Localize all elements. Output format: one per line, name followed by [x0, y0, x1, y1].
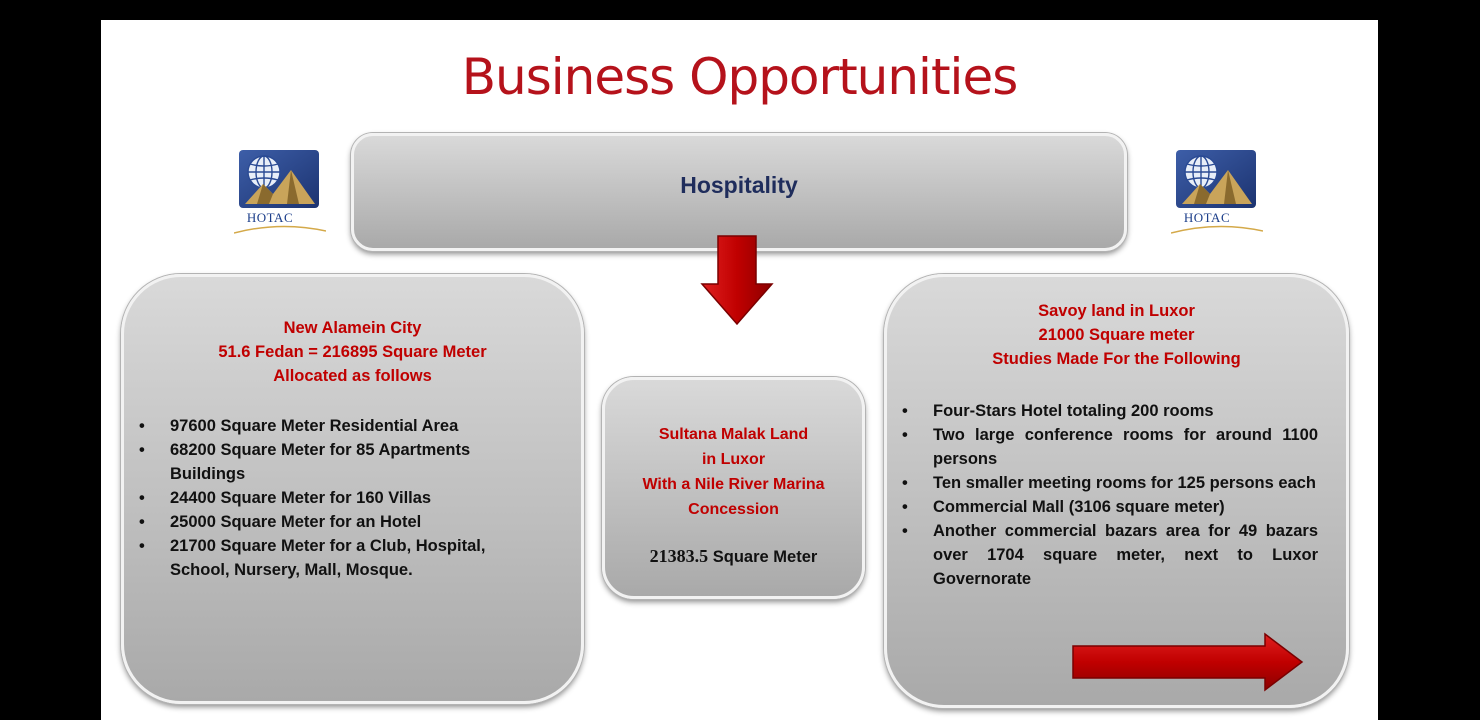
hotac-logo-left: HOTAC — [230, 150, 330, 236]
hotac-logo-icon — [1176, 150, 1256, 208]
slide: Business Opportunities HOTAC — [101, 20, 1378, 720]
list-item: Four-Stars Hotel totaling 200 rooms — [887, 399, 1322, 423]
heading-line: 21000 Square meter — [1038, 326, 1195, 344]
heading-line: Studies Made For the Following — [992, 350, 1241, 368]
logo-swoosh-icon — [234, 225, 326, 234]
page-title: Business Opportunities — [461, 48, 1019, 106]
hotac-logo-text: HOTAC — [246, 210, 294, 225]
list-item: 24400 Square Meter for 160 Villas — [124, 486, 541, 510]
heading-line: Allocated as follows — [273, 367, 432, 385]
heading-line: Savoy land in Luxor — [1038, 302, 1195, 320]
new-alamein-list: 97600 Square Meter Residential Area 6820… — [124, 414, 581, 582]
hotac-logo-text: HOTAC — [1183, 210, 1231, 225]
sultana-malak-box: Sultana Malak Land in Luxor With a Nile … — [602, 377, 865, 599]
heading-line: With a Nile River Marina — [642, 476, 825, 493]
logo-swoosh-icon — [1171, 225, 1263, 234]
arrow-down-icon — [700, 235, 774, 326]
list-item: 21700 Square Meter for a Club, Hospital,… — [124, 534, 541, 582]
hotac-logo-icon — [239, 150, 319, 208]
heading-line: in Luxor — [701, 451, 766, 468]
new-alamein-heading: New Alamein City 51.6 Fedan = 216895 Squ… — [124, 316, 581, 388]
hospitality-label: Hospitality — [680, 172, 798, 198]
sultana-malak-heading: Sultana Malak Land in Luxor With a Nile … — [605, 422, 862, 522]
list-item: 25000 Square Meter for an Hotel — [124, 510, 541, 534]
heading-line: Concession — [688, 501, 779, 518]
sultana-malak-area: 21383.5 Square Meter — [605, 546, 862, 567]
savoy-land-list: Four-Stars Hotel totaling 200 rooms Two … — [887, 399, 1346, 591]
list-item: Two large conference rooms for around 11… — [887, 423, 1322, 471]
list-item: Another commercial bazars area for 49 ba… — [887, 519, 1322, 591]
arrow-right-icon — [1072, 632, 1304, 692]
heading-line: 51.6 Fedan = 216895 Square Meter — [218, 343, 487, 361]
new-alamein-box: New Alamein City 51.6 Fedan = 216895 Squ… — [121, 274, 584, 704]
area-number: 21383.5 — [649, 546, 709, 566]
hotac-logo-right: HOTAC — [1167, 150, 1267, 236]
savoy-land-heading: Savoy land in Luxor 21000 Square meter S… — [887, 299, 1346, 371]
area-unit: Square Meter — [712, 548, 818, 566]
list-item: Commercial Mall (3106 square meter) — [887, 495, 1322, 519]
heading-line: Sultana Malak Land — [658, 426, 809, 443]
savoy-land-box: Savoy land in Luxor 21000 Square meter S… — [884, 274, 1349, 708]
heading-line: New Alamein City — [283, 319, 422, 337]
list-item: Ten smaller meeting rooms for 125 person… — [887, 471, 1322, 495]
list-item: 97600 Square Meter Residential Area — [124, 414, 541, 438]
list-item: 68200 Square Meter for 85 Apartments Bui… — [124, 438, 541, 486]
